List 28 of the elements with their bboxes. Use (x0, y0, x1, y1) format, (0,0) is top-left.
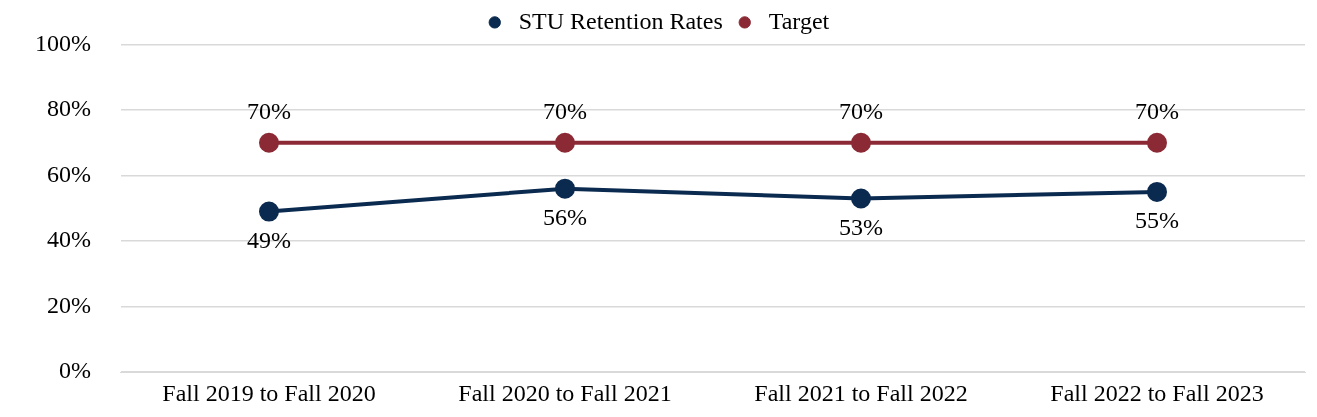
data-label: 55% (1135, 207, 1179, 234)
data-label: 56% (543, 203, 587, 230)
x-tick-label: Fall 2021 to Fall 2022 (754, 379, 968, 406)
data-label: 70% (246, 98, 291, 125)
y-tick-label: 40% (46, 226, 91, 253)
y-tick-label: 60% (46, 160, 91, 187)
data-label: 53% (839, 213, 883, 240)
data-label: 70% (1135, 98, 1179, 125)
point (555, 178, 575, 199)
y-tick-label: 80% (46, 95, 91, 122)
y-tick-label: 20% (46, 291, 91, 318)
point (555, 132, 575, 153)
x-tick-label: Fall 2022 to Fall 2023 (1050, 379, 1264, 406)
data-label: 70% (543, 98, 587, 125)
point (258, 201, 279, 222)
point (1147, 132, 1167, 153)
legend-label: Target (768, 7, 830, 34)
x-tick-label: Fall 2019 to Fall 2020 (162, 379, 376, 406)
point (1147, 181, 1167, 202)
point (258, 132, 279, 153)
point (851, 188, 871, 209)
y-tick-label: 100% (34, 29, 91, 56)
data-label: 49% (246, 226, 291, 253)
y-tick-label: 0% (58, 357, 91, 384)
x-tick-label: Fall 2020 to Fall 2021 (458, 379, 672, 406)
legend-label: STU Retention Rates (518, 7, 723, 34)
point (851, 132, 871, 153)
data-label: 70% (839, 98, 883, 125)
